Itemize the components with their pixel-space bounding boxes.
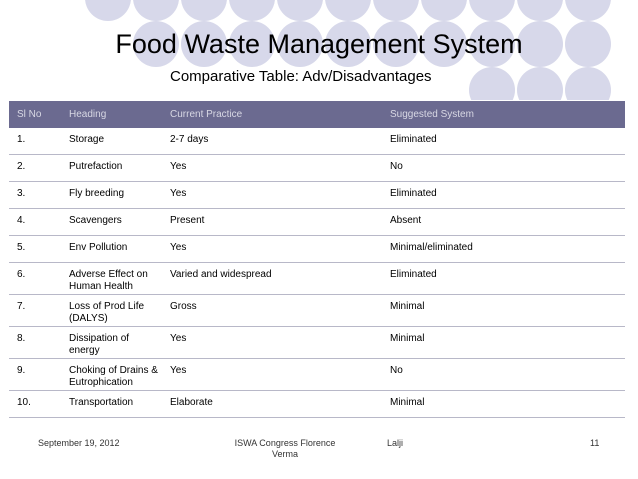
cell-suggested-system: Eliminated [382,128,625,155]
cell-sl-no: 4. [9,208,61,236]
cell-heading: Fly breeding [61,181,162,209]
footer-author-last: Verma [271,449,298,459]
cell-current-practice: Elaborate [162,390,382,418]
cell-heading: Putrefaction [61,154,162,182]
cell-heading: Transportation [61,390,162,418]
cell-suggested-system: Absent [382,208,625,236]
cell-current-practice: Yes [162,358,382,391]
table-row: 1. Storage 2-7 days Eliminated [9,128,625,155]
footer-event-name: ISWA Congress Florence [234,438,336,448]
cell-suggested-system: Minimal/eliminated [382,235,625,263]
footer-page-number: 11 [590,438,600,448]
cell-current-practice: Yes [162,235,382,263]
cell-heading: Adverse Effect on Human Health [61,262,162,295]
cell-sl-no: 5. [9,235,61,263]
table-row: 2. Putrefaction Yes No [9,154,625,182]
cell-suggested-system: Eliminated [382,262,625,295]
cell-heading: Env Pollution [61,235,162,263]
header-suggested-system: Suggested System [382,101,625,128]
table-row: 3. Fly breeding Yes Eliminated [9,181,625,209]
cell-suggested-system: Minimal [382,294,625,327]
cell-current-practice: 2-7 days [162,128,382,155]
header-heading: Heading [61,101,162,128]
slide-title: Food Waste Management System [115,29,523,59]
cell-sl-no: 9. [9,358,61,391]
comparison-table: Sl No Heading Current Practice Suggested… [9,101,625,418]
cell-heading: Choking of Drains & Eutrophication [61,358,162,391]
cell-suggested-system: No [382,358,625,391]
table-row: 10. Transportation Elaborate Minimal [9,390,625,418]
footer-date: September 19, 2012 [38,438,120,448]
decorative-circles [85,0,611,100]
cell-heading: Loss of Prod Life (DALYS) [61,294,162,327]
table-row: 4. Scavengers Present Absent [9,208,625,236]
cell-current-practice: Yes [162,181,382,209]
header-current-practice: Current Practice [162,101,382,128]
table-row: 7. Loss of Prod Life (DALYS) Gross Minim… [9,294,625,327]
cell-sl-no: 10. [9,390,61,418]
cell-suggested-system: Minimal [382,326,625,359]
cell-current-practice: Varied and widespread [162,262,382,295]
cell-suggested-system: No [382,154,625,182]
table-row: 8. Dissipation of energy Yes Minimal [9,326,625,359]
table-row: 9. Choking of Drains & Eutrophication Ye… [9,358,625,391]
cell-sl-no: 3. [9,181,61,209]
cell-sl-no: 8. [9,326,61,359]
cell-current-practice: Gross [162,294,382,327]
footer-event: ISWA Congress Florence Verma [220,438,350,460]
cell-heading: Scavengers [61,208,162,236]
footer-author-first: Lalji [387,438,404,448]
cell-suggested-system: Minimal [382,390,625,418]
slide-subtitle: Comparative Table: Adv/Disadvantages [170,68,432,85]
cell-sl-no: 1. [9,128,61,155]
cell-current-practice: Present [162,208,382,236]
cell-suggested-system: Eliminated [382,181,625,209]
cell-current-practice: Yes [162,154,382,182]
cell-current-practice: Yes [162,326,382,359]
cell-sl-no: 7. [9,294,61,327]
table-row: 6. Adverse Effect on Human Health Varied… [9,262,625,295]
table-row: 5. Env Pollution Yes Minimal/eliminated [9,235,625,263]
cell-sl-no: 2. [9,154,61,182]
header-sl-no: Sl No [9,101,61,128]
cell-heading: Storage [61,128,162,155]
table-header-row: Sl No Heading Current Practice Suggested… [9,101,625,128]
cell-sl-no: 6. [9,262,61,295]
cell-heading: Dissipation of energy [61,326,162,359]
